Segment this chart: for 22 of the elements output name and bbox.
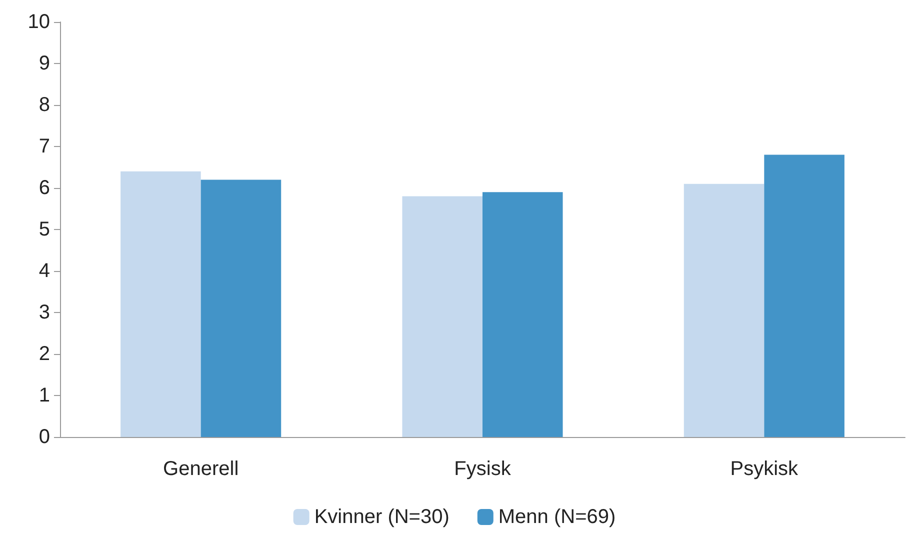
y-tick-label: 6 xyxy=(38,177,50,199)
y-tick-label: 8 xyxy=(38,94,50,116)
bar xyxy=(120,171,201,437)
y-tick-label: 1 xyxy=(38,384,50,406)
y-tick-label: 2 xyxy=(38,343,50,365)
y-tick-label: 10 xyxy=(28,11,50,33)
y-tick-label: 0 xyxy=(38,426,50,448)
x-tick-label: Psykisk xyxy=(730,458,800,480)
y-tick-label: 4 xyxy=(38,260,50,282)
legend-label: Menn (N=69) xyxy=(498,506,616,528)
y-tick-label: 9 xyxy=(38,52,50,74)
bar xyxy=(684,184,764,437)
bar xyxy=(402,196,482,437)
bar xyxy=(764,154,844,437)
y-tick-label: 7 xyxy=(38,136,50,158)
x-tick-label: Fysisk xyxy=(454,458,512,480)
x-tick-label: Generell xyxy=(163,458,239,480)
bar xyxy=(482,192,563,437)
legend-label: Kvinner (N=30) xyxy=(314,506,450,528)
bar xyxy=(200,180,282,437)
y-tick-label: 5 xyxy=(38,218,50,240)
y-tick-label: 3 xyxy=(38,302,50,324)
